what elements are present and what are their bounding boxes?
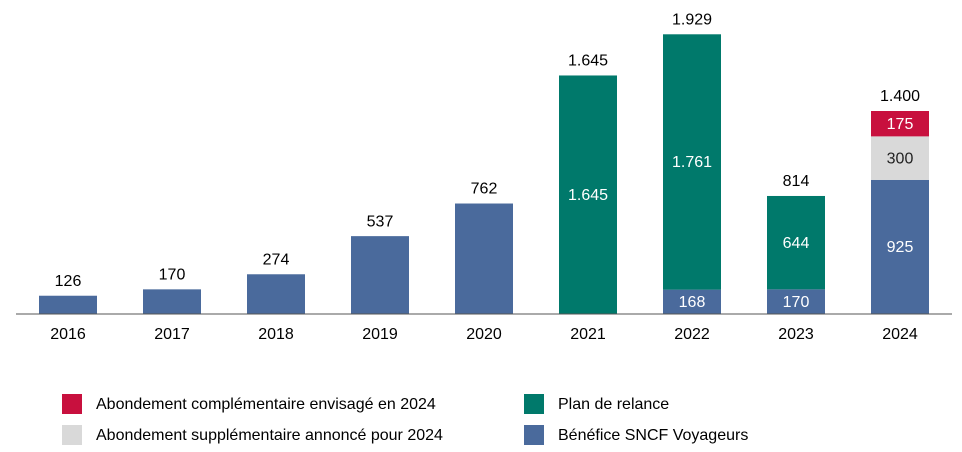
total-label: 1.929 (672, 12, 712, 29)
bar-segment (663, 34, 721, 290)
bar-segment (143, 289, 201, 314)
x-tick-label: 2022 (674, 326, 710, 343)
value-label: 1.761 (672, 154, 712, 171)
bar-segment (247, 274, 305, 314)
legend-label: Plan de relance (558, 396, 669, 413)
value-label: 925 (887, 239, 914, 256)
value-label: 175 (887, 116, 914, 133)
total-label: 1.645 (568, 53, 608, 70)
total-label: 762 (471, 181, 498, 198)
x-tick-label: 2018 (258, 326, 294, 343)
x-tick-label: 2017 (154, 326, 190, 343)
legend-swatch (524, 425, 544, 445)
value-label: 170 (783, 294, 810, 311)
x-tick-label: 2019 (362, 326, 398, 343)
legend-swatch (62, 425, 82, 445)
total-label: 537 (367, 213, 394, 230)
bar-segment (871, 136, 929, 180)
total-label: 1.400 (880, 88, 920, 105)
bar-segment (559, 75, 617, 314)
total-label: 814 (783, 173, 810, 190)
value-label: 1.645 (568, 187, 608, 204)
value-label: 168 (679, 294, 706, 311)
legend-label: Bénéfice SNCF Voyageurs (558, 427, 748, 444)
bar-segment (663, 289, 721, 314)
legend-label: Abondement supplémentaire annoncé pour 2… (96, 427, 443, 444)
bar-segment (767, 289, 825, 314)
bar-segment (351, 236, 409, 314)
x-tick-label: 2020 (466, 326, 502, 343)
x-tick-label: 2021 (570, 326, 606, 343)
total-label: 274 (263, 251, 290, 268)
bar-segment (871, 179, 929, 314)
value-label: 300 (887, 150, 914, 167)
bar-segment (39, 295, 97, 314)
legend-label: Abondement complémentaire envisagé en 20… (96, 396, 436, 413)
x-tick-label: 2023 (778, 326, 814, 343)
x-tick-label: 2024 (882, 326, 918, 343)
total-label: 170 (159, 267, 186, 284)
legend-swatch (62, 394, 82, 414)
bar-segment (871, 111, 929, 137)
legend-swatch (524, 394, 544, 414)
total-label: 126 (55, 273, 82, 290)
bar-segment (455, 203, 513, 314)
value-label: 644 (783, 235, 810, 252)
x-tick-label: 2016 (50, 326, 86, 343)
bar-segment (767, 195, 825, 290)
